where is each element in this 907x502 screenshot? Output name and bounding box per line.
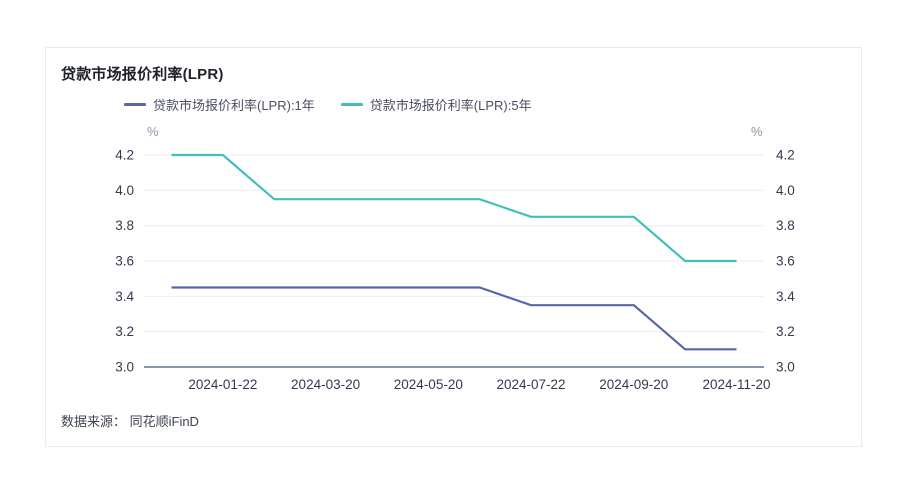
series-line-1y[interactable]: [171, 286, 737, 351]
y-tick-label-right: 4.0: [776, 183, 795, 198]
y-tick-label-left: 3.4: [115, 289, 134, 304]
y-tick-label-left: 3.0: [115, 360, 134, 375]
legend-line-marker-5y: [340, 103, 363, 106]
series-line-5y[interactable]: [171, 153, 737, 263]
x-tick-label: 2024-03-20: [291, 377, 360, 392]
lpr-chart-card: 贷款市场报价利率(LPR) 贷款市场报价利率(LPR):1年 贷款市场报价利率(…: [45, 47, 862, 447]
legend-label-5y: 贷款市场报价利率(LPR):5年: [369, 98, 532, 113]
y-tick-label-right: 3.2: [776, 324, 795, 339]
legend-line-marker-1y: [124, 103, 146, 106]
chart-legend: 贷款市场报价利率(LPR):1年 贷款市场报价利率(LPR):5年: [124, 95, 532, 114]
x-tick-label: 2024-07-22: [497, 377, 566, 392]
legend-item-lpr-1y[interactable]: 贷款市场报价利率(LPR):1年: [124, 95, 315, 114]
y-tick-label-right: 3.0: [776, 360, 795, 375]
lpr-line-chart: % % 3.0 3.0 3.2 3.2 3.4 3.4 3.6 3.6 3.8 3.8 4.0 4.0 4.…: [115, 124, 795, 392]
y-tick-label-left: 4.2: [115, 148, 134, 163]
legend-label-1y: 贷款市场报价利率(LPR):1年: [153, 98, 315, 113]
y-tick-label-left: 4.0: [115, 183, 134, 198]
y-axis-unit-left: %: [147, 124, 159, 139]
data-source-note: 数据来源： 同花顺iFinD: [61, 414, 199, 429]
y-tick-label-left: 3.6: [115, 254, 134, 269]
y-tick-label-left: 3.8: [115, 218, 134, 233]
y-tick-label-right: 4.2: [776, 148, 795, 163]
x-tick-label: 2024-09-20: [599, 377, 668, 392]
y-tick-label-right: 3.6: [776, 254, 795, 269]
chart-title: 贷款市场报价利率(LPR): [61, 66, 224, 83]
x-tick-label: 2024-01-22: [188, 377, 257, 392]
y-tick-label-right: 3.4: [776, 289, 795, 304]
y-tick-label-left: 3.2: [115, 324, 134, 339]
y-tick-label-right: 3.8: [776, 218, 795, 233]
x-tick-label: 2024-11-20: [702, 377, 770, 392]
legend-item-lpr-5y[interactable]: 贷款市场报价利率(LPR):5年: [340, 95, 532, 114]
y-axis-unit-right: %: [751, 124, 763, 139]
x-tick-label: 2024-05-20: [394, 377, 463, 392]
